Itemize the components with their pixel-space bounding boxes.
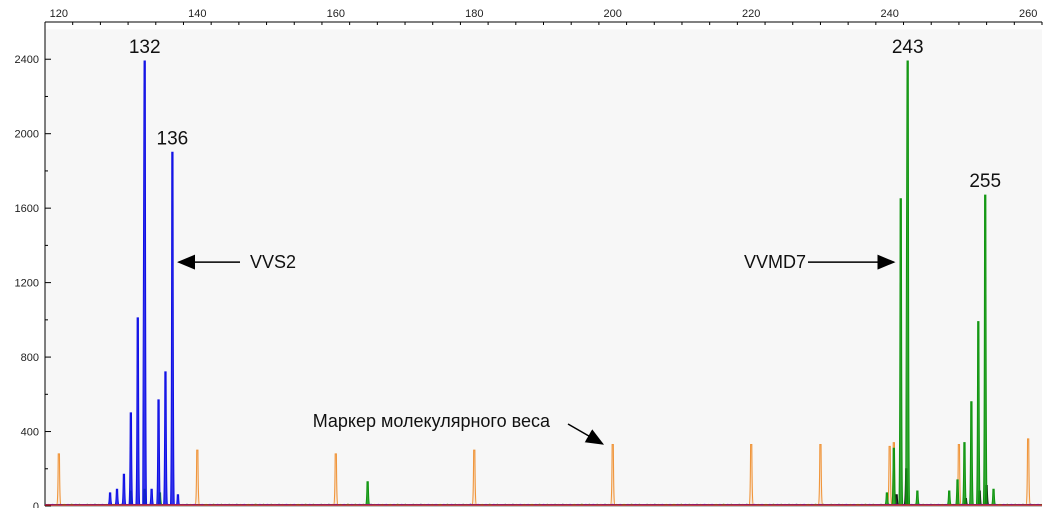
peak-orange xyxy=(887,445,893,506)
peak-orange xyxy=(56,453,62,506)
vvmd7-label: VVMD7 xyxy=(744,252,806,272)
peak-green xyxy=(968,401,974,506)
peak-green xyxy=(961,442,967,506)
peak-blue xyxy=(135,317,141,506)
y-tick-label: 0 xyxy=(33,501,39,508)
x-tick-label: 220 xyxy=(742,8,760,20)
y-tick-label: 2000 xyxy=(15,129,39,141)
peak-green xyxy=(905,60,911,506)
peak-green xyxy=(891,447,897,506)
peak-blue xyxy=(162,371,168,506)
x-tick-label: 240 xyxy=(881,8,899,20)
peak-blue xyxy=(142,60,148,506)
x-tick-label: 260 xyxy=(1019,8,1037,20)
peak-size-label: 132 xyxy=(129,37,161,58)
y-tick-label: 800 xyxy=(21,352,39,364)
peak-blue xyxy=(169,151,175,506)
annotations: VVS2 VVMD7 Маркер молекулярного веса xyxy=(177,252,896,445)
peak-orange xyxy=(333,453,339,506)
peak-green xyxy=(982,194,988,506)
peak-orange xyxy=(471,449,477,506)
x-tick-label: 180 xyxy=(465,8,483,20)
peak-green xyxy=(365,481,371,506)
peak-green xyxy=(955,479,961,506)
axes: 120 140 160 180 200 220 240 260 0 400 800 1200 1600 2… xyxy=(15,8,1043,508)
peak-green xyxy=(898,198,904,506)
peak-orange xyxy=(194,449,200,506)
peak-orange xyxy=(1025,438,1031,506)
x-tick-label: 140 xyxy=(188,8,206,20)
vvs2-label: VVS2 xyxy=(250,252,296,272)
peak-orange xyxy=(817,444,823,506)
y-tick-label: 2400 xyxy=(15,54,39,66)
peak-labels: 132 136 243 255 xyxy=(129,37,1001,192)
peak-blue xyxy=(121,473,127,506)
peak-orange xyxy=(610,444,616,506)
peak-green xyxy=(975,321,981,506)
traces xyxy=(44,60,1043,506)
y-tick-label: 1600 xyxy=(15,203,39,215)
peak-orange xyxy=(748,444,754,506)
x-tick-label: 200 xyxy=(604,8,622,20)
y-tick-label: 400 xyxy=(21,427,39,439)
x-tick-label: 160 xyxy=(327,8,345,20)
peak-size-label: 255 xyxy=(969,171,1001,192)
peak-blue xyxy=(156,399,162,506)
y-tick-label: 1200 xyxy=(15,278,39,290)
x-tick-label: 120 xyxy=(50,8,68,20)
peak-blue xyxy=(128,412,134,506)
size-marker-arrow xyxy=(567,423,605,445)
size-marker-label: Маркер молекулярного веса xyxy=(313,411,551,431)
plot-background xyxy=(45,29,1042,506)
trace-blue xyxy=(44,60,1043,506)
peak-size-label: 136 xyxy=(157,128,189,149)
peak-size-label: 243 xyxy=(892,37,924,58)
